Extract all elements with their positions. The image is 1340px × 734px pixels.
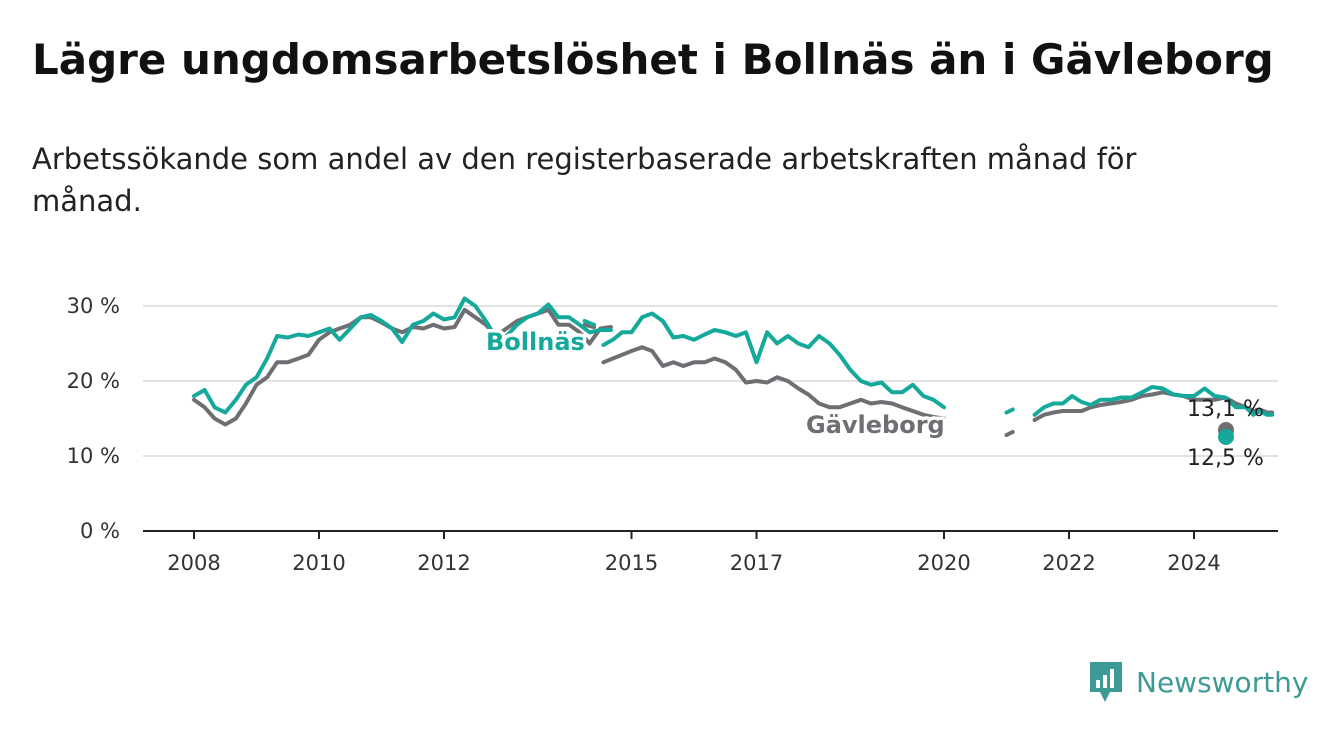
x-tick-label: 2022	[1042, 551, 1095, 575]
newsworthy-logo-text: Newsworthy	[1136, 665, 1309, 699]
x-tick-label: 2012	[417, 551, 470, 575]
axes: 0 % 10 % 20 % 30 % 2008 2010 2012 2015 2017 2020 2…	[67, 294, 1278, 575]
x-tick-label: 2017	[730, 551, 783, 575]
series-label-bollnas-halo: Bollnäs	[486, 328, 585, 356]
chart-title: Lägre ungdomsarbetslöshet i Bollnäs än i…	[32, 35, 1274, 84]
x-tick-label: 2020	[917, 551, 970, 575]
x-tick-label: 2010	[292, 551, 345, 575]
gavleborg-end-label: 13,1 %	[1187, 397, 1264, 422]
x-tick-label: 2008	[167, 551, 220, 575]
y-tick-label: 10 %	[67, 444, 120, 468]
series-line-bollnas	[192, 296, 1275, 417]
x-tick-label: 2024	[1167, 551, 1220, 575]
bollnas-end-marker	[1218, 429, 1234, 445]
newsworthy-logo: Newsworthy	[1088, 660, 1309, 704]
y-tick-label: 30 %	[67, 294, 120, 318]
grid	[143, 305, 1278, 457]
newsworthy-logo-icon	[1090, 662, 1122, 702]
chart-subtitle: Arbetssökande som andel av den registerb…	[32, 142, 1137, 218]
series-label-bollnas: Bollnäs	[486, 328, 585, 356]
series-label-gavleborg: Gävleborg	[806, 411, 945, 439]
y-tick-label: 0 %	[80, 519, 120, 543]
y-tick-label: 20 %	[67, 369, 120, 393]
series-line-gavleborg	[192, 307, 1275, 437]
series-label-gavleborg-halo: Gävleborg	[806, 411, 945, 439]
x-tick-label: 2015	[605, 551, 658, 575]
bollnas-end-label: 12,5 %	[1187, 446, 1264, 471]
series	[192, 296, 1275, 445]
